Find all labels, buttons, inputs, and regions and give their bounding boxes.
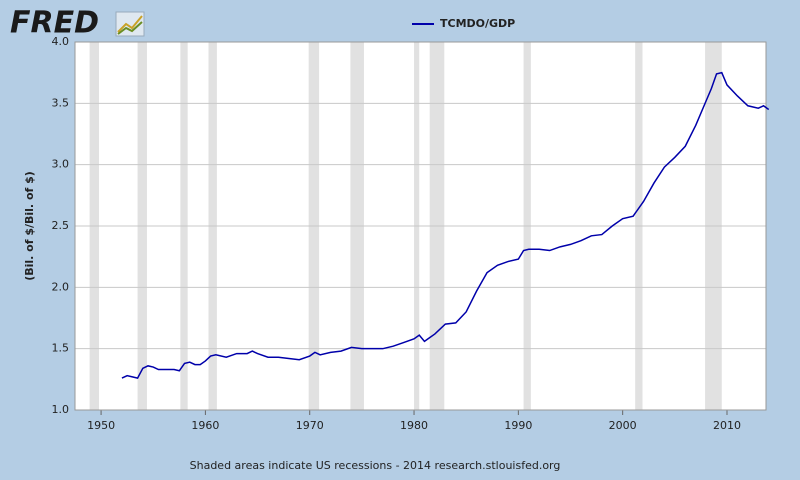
y-tick-label: 4.0 <box>52 35 70 48</box>
y-tick-label: 2.0 <box>52 280 70 293</box>
x-tick-label: 1990 <box>504 419 532 432</box>
x-tick-label: 1950 <box>87 419 115 432</box>
y-axis-label: (Bil. of $/Bil. of $) <box>23 171 36 281</box>
logo-icon <box>115 11 145 37</box>
logo: FRED <box>10 6 99 41</box>
y-tick-label: 1.5 <box>52 342 70 355</box>
y-tick-label: 1.0 <box>52 403 70 416</box>
x-tick-label: 1960 <box>191 419 219 432</box>
legend-label: TCMDO/GDP <box>440 17 515 30</box>
x-tick-label: 2000 <box>609 419 637 432</box>
footer-note: Shaded areas indicate US recessions - 20… <box>190 459 561 472</box>
data-line <box>121 71 770 379</box>
logo-line <box>117 21 143 35</box>
x-tick-label: 1980 <box>400 419 428 432</box>
y-tick-label: 3.0 <box>52 158 70 171</box>
y-tick-label: 3.5 <box>52 96 70 109</box>
y-tick-label: 2.5 <box>52 219 70 232</box>
x-tick-label: 2010 <box>713 419 741 432</box>
plot-border <box>74 41 767 411</box>
x-tick-label: 1970 <box>296 419 324 432</box>
logo-line <box>117 15 143 33</box>
